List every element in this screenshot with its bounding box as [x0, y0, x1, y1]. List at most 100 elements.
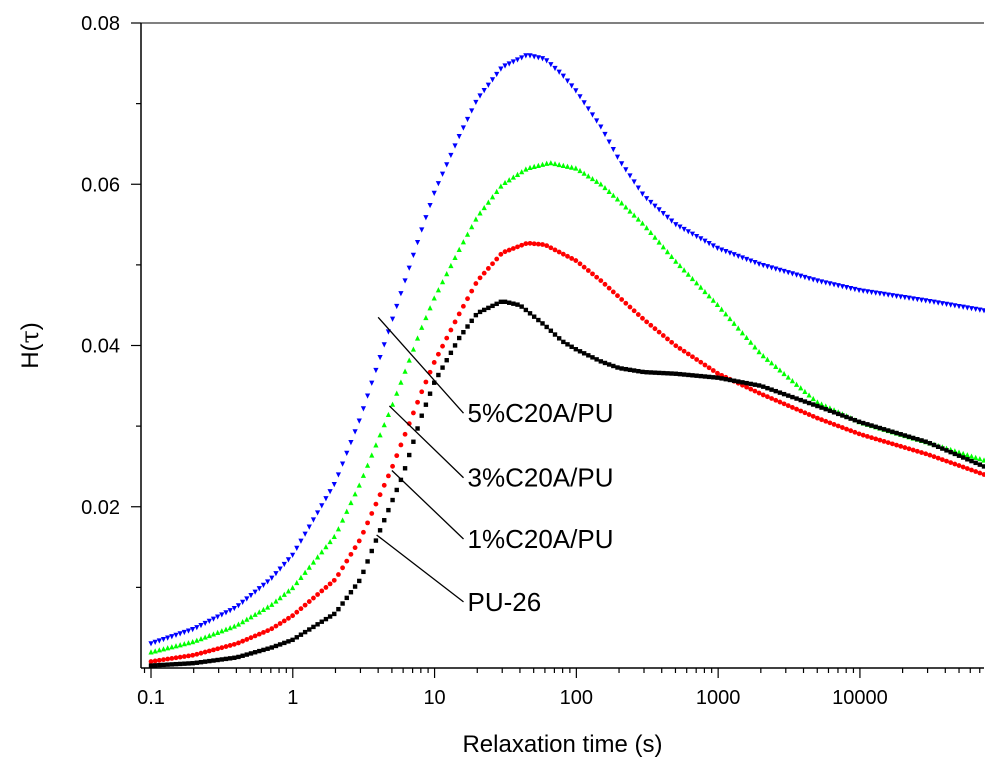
series-pu-26	[148, 299, 985, 668]
data-point	[935, 300, 941, 306]
data-point	[573, 347, 579, 352]
data-point	[644, 224, 650, 231]
data-point	[494, 256, 500, 262]
data-point	[252, 611, 258, 617]
data-point	[410, 252, 416, 259]
data-point	[969, 467, 974, 473]
data-point	[181, 641, 187, 647]
data-point	[944, 448, 949, 453]
data-point	[202, 659, 208, 664]
data-point	[198, 659, 204, 665]
data-point	[348, 499, 354, 506]
data-point	[215, 657, 220, 663]
data-point	[148, 641, 154, 647]
data-point	[877, 425, 883, 431]
data-point	[860, 288, 866, 294]
data-point	[790, 405, 795, 410]
data-point	[873, 290, 879, 296]
data-point	[490, 261, 495, 267]
data-point	[294, 579, 300, 586]
data-point	[835, 423, 841, 429]
data-point	[173, 655, 179, 661]
data-point	[785, 374, 791, 380]
data-point	[769, 396, 774, 401]
data-point	[768, 265, 775, 271]
x-tick-label: 10	[423, 687, 445, 709]
data-point	[373, 538, 379, 543]
data-point	[439, 279, 446, 285]
data-point	[652, 326, 658, 332]
data-point	[461, 329, 466, 335]
data-point	[319, 503, 325, 509]
data-point	[506, 300, 512, 305]
data-point	[698, 236, 704, 242]
data-point	[277, 642, 283, 647]
data-point	[710, 368, 716, 373]
data-point	[335, 472, 342, 478]
x-tick-label: 100	[560, 687, 593, 709]
data-point	[298, 606, 304, 612]
data-point	[336, 572, 341, 577]
data-point	[398, 291, 404, 297]
data-point	[773, 388, 778, 394]
y-tick-label: 0.06	[81, 174, 120, 196]
data-point	[798, 273, 804, 279]
data-point	[940, 446, 945, 451]
data-point	[777, 367, 783, 373]
data-point	[423, 314, 429, 321]
data-point	[531, 241, 537, 247]
data-point	[636, 368, 641, 374]
data-point	[968, 306, 975, 312]
data-point	[894, 430, 899, 436]
data-point	[561, 339, 566, 345]
data-point	[948, 302, 954, 308]
data-point	[577, 94, 583, 100]
data-point	[290, 637, 295, 643]
data-point	[364, 462, 371, 468]
data-point	[248, 651, 254, 656]
data-point	[631, 212, 637, 218]
data-point	[427, 391, 433, 396]
data-point	[452, 143, 458, 149]
data-point	[677, 346, 683, 351]
data-point	[177, 654, 183, 660]
data-point	[465, 324, 470, 329]
data-point	[761, 384, 766, 389]
data-point	[281, 618, 287, 624]
data-point	[760, 392, 766, 398]
data-point	[302, 569, 308, 575]
data-point	[219, 645, 225, 651]
data-point	[598, 124, 604, 130]
data-point	[948, 460, 954, 465]
data-point	[315, 554, 321, 560]
data-point	[419, 413, 424, 418]
data-point	[960, 450, 966, 457]
data-point	[419, 389, 425, 395]
x-axis: 0.1 1 10 100 1000 10000	[137, 668, 981, 709]
data-point	[464, 231, 471, 237]
data-point	[481, 88, 487, 94]
data-point	[369, 452, 375, 458]
data-point	[931, 454, 937, 460]
data-point	[352, 545, 358, 551]
data-point	[773, 363, 779, 369]
data-point	[165, 662, 170, 667]
data-point	[556, 336, 562, 341]
data-point	[390, 497, 395, 503]
data-point	[919, 438, 924, 443]
data-point	[231, 605, 237, 612]
data-point	[481, 270, 487, 276]
data-point	[381, 482, 387, 488]
data-point	[673, 371, 678, 376]
data-point	[702, 238, 708, 244]
data-point	[698, 284, 704, 290]
data-point	[523, 307, 529, 313]
data-point	[619, 161, 625, 167]
data-point	[306, 564, 312, 570]
data-point	[677, 371, 683, 377]
data-point	[319, 619, 324, 624]
data-point	[273, 623, 279, 629]
data-point	[656, 329, 662, 335]
data-point	[665, 336, 670, 342]
data-point	[481, 204, 487, 211]
